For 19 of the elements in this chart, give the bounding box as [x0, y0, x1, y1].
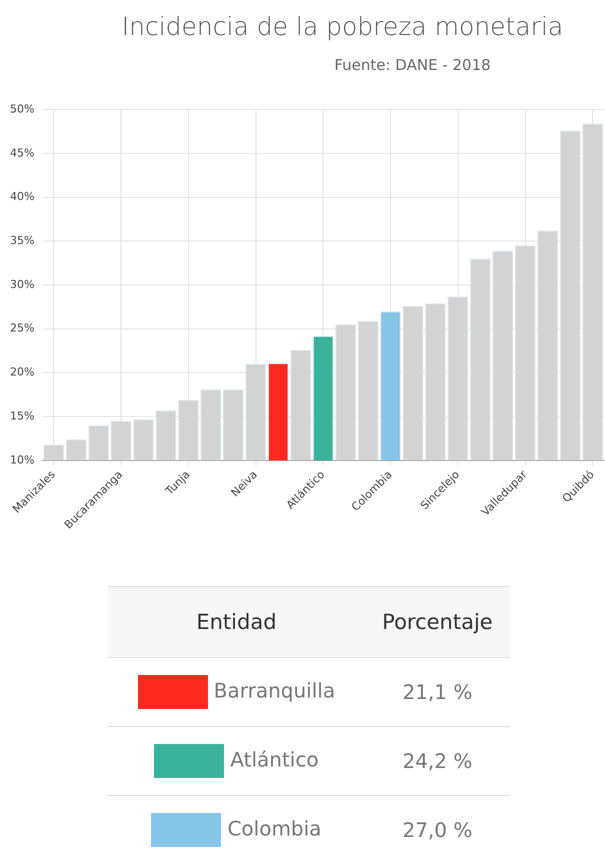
text: 21,1 %	[402, 680, 472, 704]
text: Entidad	[196, 610, 277, 634]
y-tick-label: 35%	[10, 234, 34, 248]
text: 27,0 %	[402, 818, 472, 842]
chart-title: Incidencia de la pobreza monetaria	[120, 12, 564, 41]
text: Barranquilla	[214, 678, 336, 702]
chart-subtitle: Fuente: DANE - 2018	[333, 56, 492, 74]
y-tick-label: 45%	[10, 146, 34, 160]
y-tick-label: 25%	[10, 322, 34, 335]
text: Colombia	[227, 816, 322, 840]
y-tick-label: 50%	[10, 102, 34, 116]
text: 24,2 %	[402, 749, 472, 773]
y-tick-label: 40%	[10, 190, 34, 204]
y-tick-label: 20%	[10, 366, 34, 379]
text: Atlántico	[230, 747, 319, 772]
text: Porcentaje	[382, 610, 493, 634]
y-tick-label: 30%	[10, 278, 34, 291]
y-tick-label: 10%	[10, 453, 34, 466]
y-tick-label: 15%	[10, 409, 34, 422]
